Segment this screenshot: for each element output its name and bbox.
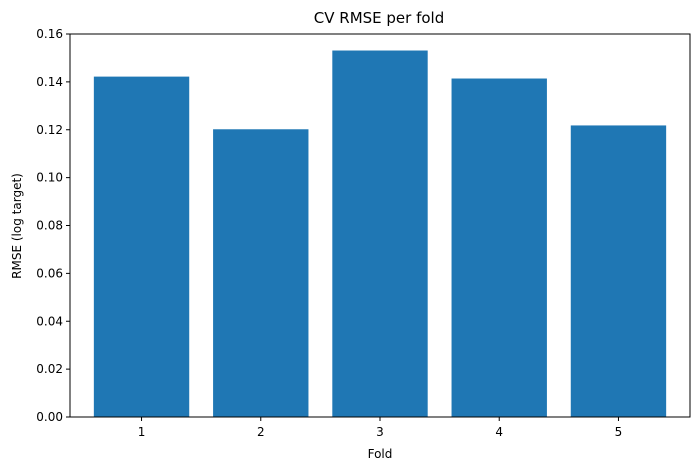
x-tick-label: 5 xyxy=(615,425,623,439)
y-tick-label: 0.12 xyxy=(36,123,63,137)
y-tick-label: 0.00 xyxy=(36,410,63,424)
x-tick-label: 1 xyxy=(138,425,146,439)
y-tick-label: 0.06 xyxy=(36,266,63,280)
bar-fold-5 xyxy=(570,125,667,417)
x-axis-label: Fold xyxy=(368,447,393,461)
y-tick-label: 0.02 xyxy=(36,362,63,376)
chart-title: CV RMSE per fold xyxy=(314,9,444,27)
x-tick-label: 4 xyxy=(495,425,503,439)
bar-fold-1 xyxy=(93,76,190,418)
x-tick-label: 2 xyxy=(257,425,265,439)
y-tick-label: 0.04 xyxy=(36,314,63,328)
bar-fold-4 xyxy=(451,78,547,418)
plot-area: 0.00 0.02 0.04 0.06 0.08 0.10 0.12 0.14 0.16 1 2 3 4… xyxy=(36,27,691,439)
x-tick-label: 3 xyxy=(376,425,384,439)
y-axis-label: RMSE (log target) xyxy=(10,173,24,279)
bar-fold-3 xyxy=(332,50,428,418)
y-tick-label: 0.14 xyxy=(36,75,63,89)
y-tick-label: 0.08 xyxy=(36,219,63,233)
y-tick-label: 0.16 xyxy=(36,27,63,41)
bar-fold-2 xyxy=(213,129,309,417)
y-tick-label: 0.10 xyxy=(36,171,63,185)
